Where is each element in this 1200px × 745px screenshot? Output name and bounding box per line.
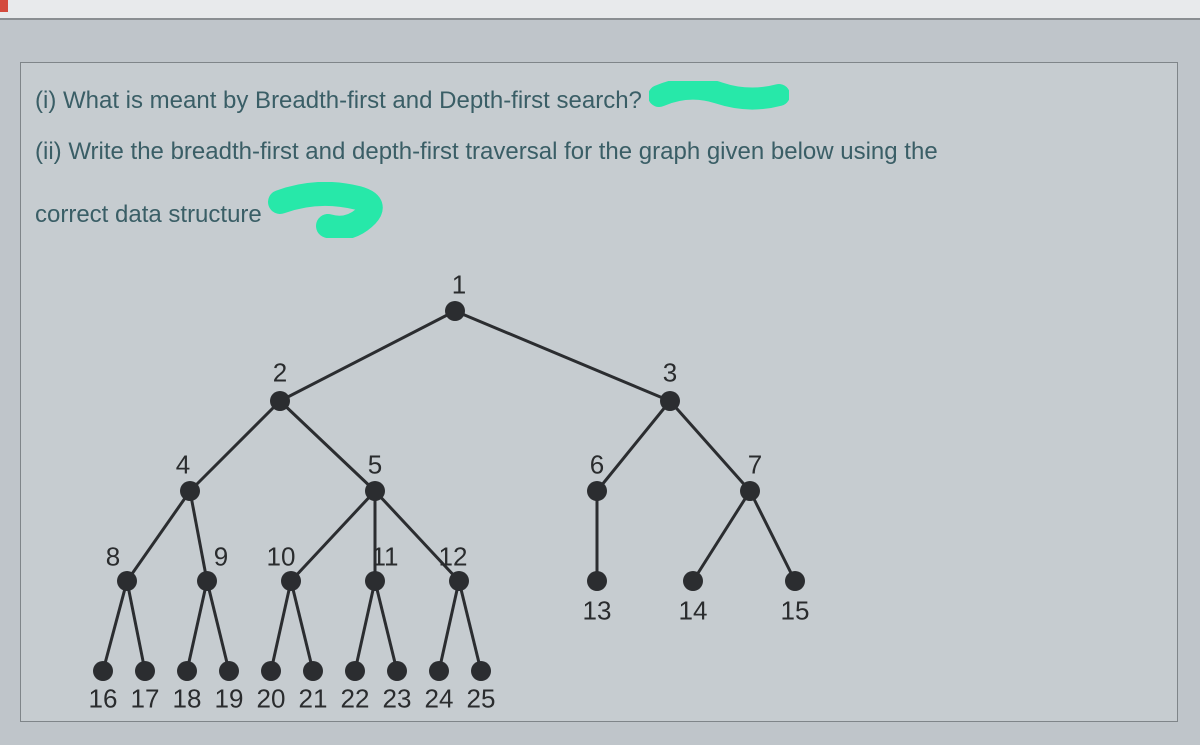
tree-node-label: 10 xyxy=(267,542,296,573)
tree-edge xyxy=(187,581,207,671)
tree-edge xyxy=(127,491,190,581)
tree-edge xyxy=(103,581,127,671)
tree-node xyxy=(135,661,155,681)
tree-node xyxy=(303,661,323,681)
tree-node-label: 6 xyxy=(590,450,604,481)
tree-node-label: 25 xyxy=(467,684,496,715)
tree-node xyxy=(449,571,469,591)
tree-edges xyxy=(35,261,1135,731)
tree-node-label: 4 xyxy=(176,450,190,481)
tree-node xyxy=(445,301,465,321)
tree-node-label: 21 xyxy=(299,684,328,715)
tree-node-label: 24 xyxy=(425,684,454,715)
tree-edge xyxy=(190,401,280,491)
tree-edge xyxy=(455,311,670,401)
tree-node xyxy=(740,481,760,501)
tree-node-label: 22 xyxy=(341,684,370,715)
tree-edge xyxy=(127,581,145,671)
tree-node xyxy=(177,661,197,681)
tree-edge xyxy=(375,581,397,671)
top-strip xyxy=(0,0,1200,20)
tree-node xyxy=(471,661,491,681)
tree-node xyxy=(429,661,449,681)
tree-node-label: 13 xyxy=(583,596,612,627)
question-part-1-line: (i) What is meant by Breadth-first and D… xyxy=(35,81,1163,122)
tree-node xyxy=(365,481,385,501)
tree-edge xyxy=(693,491,750,581)
tree-node xyxy=(180,481,200,501)
tree-edge xyxy=(459,581,481,671)
tree-node-label: 20 xyxy=(257,684,286,715)
tree-node-label: 5 xyxy=(368,450,382,481)
tree-diagram: 1234567891011121314151617181920212223242… xyxy=(35,261,1135,731)
tree-edge xyxy=(207,581,229,671)
tree-edge xyxy=(280,311,455,401)
tree-node xyxy=(683,571,703,591)
tree-node-label: 17 xyxy=(131,684,160,715)
scribble-1 xyxy=(649,81,789,122)
tree-node xyxy=(345,661,365,681)
question-part-2-line1: (ii) Write the breadth-first and depth-f… xyxy=(35,134,1163,170)
tree-node-label: 2 xyxy=(273,358,287,389)
tree-node xyxy=(270,391,290,411)
tree-node-label: 19 xyxy=(215,684,244,715)
tree-edge xyxy=(355,581,375,671)
tree-node xyxy=(587,481,607,501)
tree-node-label: 8 xyxy=(106,542,120,573)
tree-node xyxy=(197,571,217,591)
tree-node-label: 1 xyxy=(452,270,466,301)
question-frame: (i) What is meant by Breadth-first and D… xyxy=(20,62,1178,722)
tree-node-label: 15 xyxy=(781,596,810,627)
red-tab xyxy=(0,0,8,12)
tree-edge xyxy=(280,401,375,491)
tree-node-label: 3 xyxy=(663,358,677,389)
tree-node xyxy=(117,571,137,591)
tree-node xyxy=(660,391,680,411)
tree-node-label: 23 xyxy=(383,684,412,715)
tree-edge xyxy=(271,581,291,671)
tree-edge xyxy=(750,491,795,581)
tree-edge xyxy=(597,401,670,491)
tree-edge xyxy=(291,581,313,671)
tree-edge xyxy=(291,491,375,581)
question-part-2-line2: correct data structure xyxy=(35,182,1163,249)
tree-node xyxy=(281,571,301,591)
tree-edge xyxy=(670,401,750,491)
tree-node xyxy=(365,571,385,591)
tree-node-label: 12 xyxy=(439,542,468,573)
tree-node xyxy=(93,661,113,681)
tree-node xyxy=(219,661,239,681)
tree-node xyxy=(587,571,607,591)
question-part-2b: correct data structure xyxy=(35,201,262,228)
tree-edge xyxy=(190,491,207,581)
tree-node xyxy=(387,661,407,681)
tree-node-label: 11 xyxy=(372,542,399,573)
tree-node-label: 18 xyxy=(173,684,202,715)
question-part-1: (i) What is meant by Breadth-first and D… xyxy=(35,87,642,114)
tree-edge xyxy=(439,581,459,671)
tree-node-label: 16 xyxy=(89,684,118,715)
page: (i) What is meant by Breadth-first and D… xyxy=(0,0,1200,745)
tree-node xyxy=(261,661,281,681)
tree-node-label: 7 xyxy=(748,450,762,481)
scribble-2 xyxy=(268,182,398,249)
tree-node-label: 14 xyxy=(679,596,708,627)
tree-node-label: 9 xyxy=(214,542,228,573)
tree-node xyxy=(785,571,805,591)
